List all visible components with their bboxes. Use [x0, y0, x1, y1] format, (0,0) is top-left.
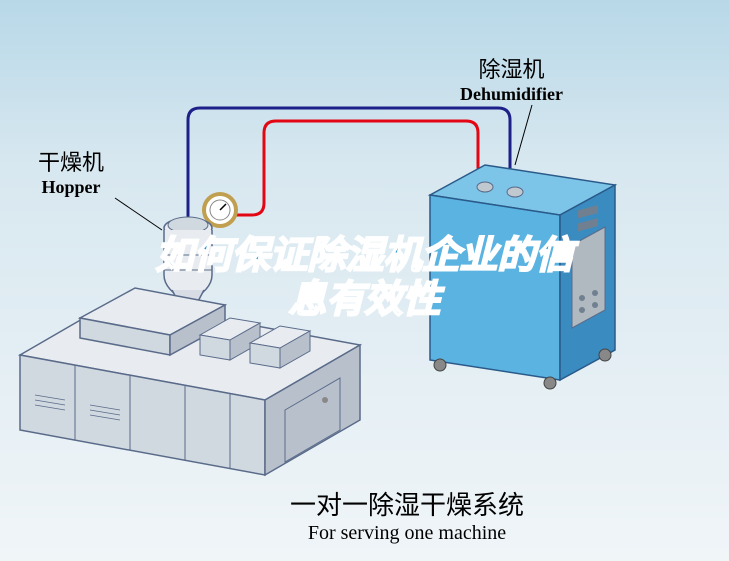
hopper-unit — [164, 217, 212, 337]
diagram-svg — [0, 0, 729, 561]
system-title-cn: 一对一除湿干燥系统 — [290, 485, 524, 522]
dehumidifier-en: Dehumidifier — [460, 84, 563, 105]
system-title: 一对一除湿干燥系统 For serving one machine — [290, 485, 524, 545]
overlay-text: 如何保证除湿机企业的信 息有效性 — [0, 235, 729, 322]
overlay-line2: 息有效性 — [288, 279, 440, 321]
dehumidifier-unit — [430, 165, 615, 389]
gauge — [204, 194, 236, 226]
dehumidifier-label: 除湿机 Dehumidifier — [460, 52, 563, 105]
hopper-cn: 干燥机 — [38, 145, 104, 177]
pipe-red — [230, 121, 478, 215]
overlay-line1: 如何保证除湿机企业的信 — [155, 235, 573, 277]
pipe-blue — [188, 108, 510, 223]
hopper-en: Hopper — [38, 177, 104, 198]
dehumidifier-cn: 除湿机 — [460, 52, 563, 84]
system-title-en: For serving one machine — [290, 522, 524, 545]
extruder-machine — [20, 288, 360, 475]
leader-dehumidifier — [515, 105, 532, 165]
hopper-label: 干燥机 Hopper — [38, 145, 104, 198]
leader-hopper — [115, 198, 162, 230]
